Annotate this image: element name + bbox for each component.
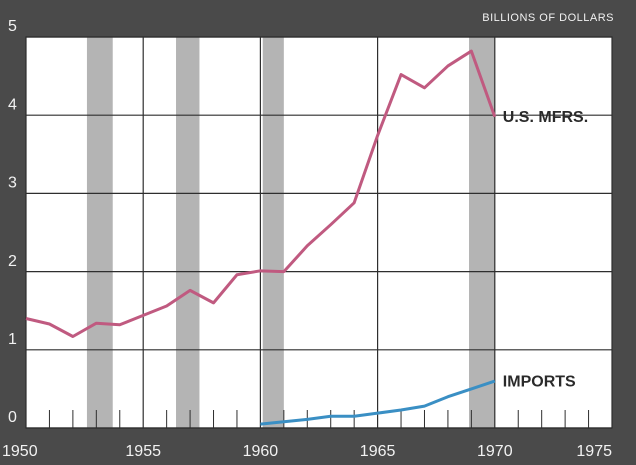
shaded-period xyxy=(262,37,284,428)
y-tick-label: 4 xyxy=(8,96,17,113)
plot-frame xyxy=(25,36,613,429)
series-label: IMPORTS xyxy=(503,373,576,390)
series-line xyxy=(260,379,496,426)
y-tick-label: 3 xyxy=(8,175,17,192)
shaded-period xyxy=(86,37,113,428)
shaded-period xyxy=(469,37,495,428)
y-tick-label: 2 xyxy=(8,253,17,270)
x-tick-label: 1960 xyxy=(243,443,279,460)
plot-area xyxy=(26,37,612,428)
y-tick-label: 5 xyxy=(8,18,17,35)
x-tick-label: 1965 xyxy=(360,443,396,460)
x-tick-label: 1970 xyxy=(477,443,513,460)
series-line xyxy=(25,49,497,339)
x-tick-label: 1975 xyxy=(576,443,612,460)
shaded-period xyxy=(176,37,200,428)
series-label: U.S. MFRS. xyxy=(503,109,588,126)
y-tick-label: 1 xyxy=(8,331,17,348)
y-tick-label: 0 xyxy=(8,409,17,426)
y-axis-label: BILLIONS OF DOLLARS xyxy=(482,12,614,24)
x-tick-label: 1950 xyxy=(2,443,38,460)
x-tick-label: 1955 xyxy=(125,443,161,460)
